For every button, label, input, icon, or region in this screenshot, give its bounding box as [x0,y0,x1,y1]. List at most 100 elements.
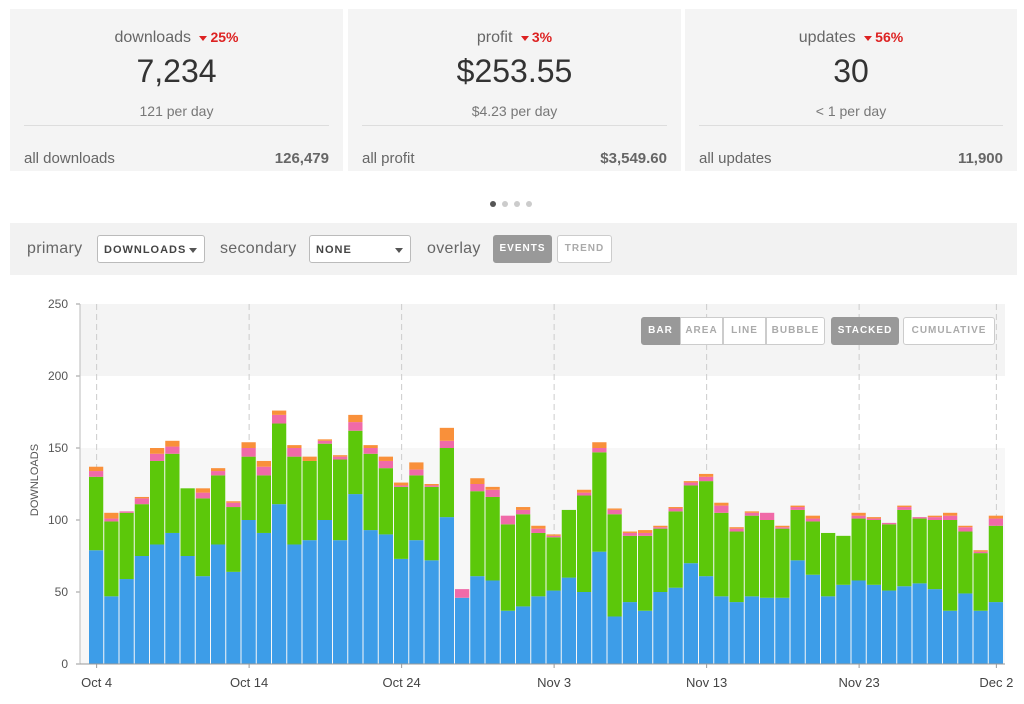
bar-segment[interactable] [744,515,759,597]
bar-segment[interactable] [882,522,897,525]
bar-segment[interactable] [988,602,1003,664]
bar-segment[interactable] [714,502,729,506]
bar-segment[interactable] [378,456,393,461]
bar-segment[interactable] [866,520,881,585]
bar-segment[interactable] [333,455,348,457]
pager-dot[interactable] [526,201,532,207]
bar-segment[interactable] [927,589,942,664]
bar-segment[interactable] [943,512,958,516]
bar-segment[interactable] [592,452,607,552]
bar-segment[interactable] [790,509,805,561]
bar-segment[interactable] [546,537,561,591]
bar-segment[interactable] [653,592,668,664]
bar-segment[interactable] [348,430,363,495]
bar-segment[interactable] [470,484,485,492]
pager-dot[interactable] [502,201,508,207]
bar-segment[interactable] [927,515,942,518]
bar-segment[interactable] [256,460,271,467]
bar-segment[interactable] [851,515,866,519]
bar-segment[interactable] [607,616,622,664]
bar-segment[interactable] [638,535,653,611]
bar-segment[interactable] [821,596,836,664]
bar-segment[interactable] [165,453,180,533]
bar-segment[interactable] [150,453,165,461]
bar-segment[interactable] [531,528,546,533]
bar-segment[interactable] [150,460,165,545]
bar-segment[interactable] [424,560,439,664]
bar-segment[interactable] [897,505,912,508]
bar-segment[interactable] [622,602,637,664]
bar-segment[interactable] [714,596,729,664]
bar-segment[interactable] [226,501,241,503]
bar-segment[interactable] [424,485,439,487]
bar-segment[interactable] [973,551,988,554]
bar-segment[interactable] [958,593,973,664]
bar-segment[interactable] [470,491,485,577]
bar-segment[interactable] [699,476,714,482]
bar-segment[interactable] [378,460,393,469]
bar-segment[interactable] [988,525,1003,603]
bar-segment[interactable] [577,495,592,592]
bar-segment[interactable] [805,518,820,522]
bar-segment[interactable] [668,507,683,509]
bar-segment[interactable] [256,475,271,533]
cumulative-toggle[interactable]: CUMULATIVE [903,317,995,345]
bar-segment[interactable] [653,527,668,529]
bar-segment[interactable] [287,456,302,545]
bar-segment[interactable] [760,520,775,598]
bar-segment[interactable] [988,518,1003,526]
bar-segment[interactable] [195,498,210,577]
bar-segment[interactable] [241,448,256,457]
bar-segment[interactable] [424,484,439,486]
pager-dot[interactable] [514,201,520,207]
bar-segment[interactable] [272,414,287,424]
bar-segment[interactable] [409,469,424,476]
bar-segment[interactable] [897,509,912,587]
bar-segment[interactable] [836,584,851,664]
bar-segment[interactable] [714,512,729,597]
bar-segment[interactable] [821,532,836,597]
bar-segment[interactable] [89,466,104,472]
bar-segment[interactable] [882,590,897,664]
area-chart-button[interactable]: AREA [680,317,723,345]
bar-segment[interactable] [577,592,592,664]
bar-segment[interactable] [516,514,531,607]
bar-segment[interactable] [256,466,271,476]
bar-segment[interactable] [500,610,515,664]
bar-segment[interactable] [485,486,500,490]
bar-segment[interactable] [699,481,714,577]
bar-segment[interactable] [241,456,256,520]
bar-segment[interactable] [333,459,348,541]
bar-segment[interactable] [363,453,378,531]
bar-segment[interactable] [516,606,531,664]
bar-segment[interactable] [683,482,698,486]
bar-segment[interactable] [577,492,592,496]
bar-segment[interactable] [363,448,378,454]
bar-segment[interactable] [241,442,256,448]
bar-segment[interactable] [348,414,363,423]
bar-segment[interactable] [790,560,805,664]
bar-segment[interactable] [592,448,607,453]
bar-segment[interactable] [729,531,744,603]
bar-segment[interactable] [211,471,226,476]
bar-segment[interactable] [317,439,332,441]
bar-segment[interactable] [912,518,927,584]
bar-segment[interactable] [89,476,104,551]
bar-segment[interactable] [973,610,988,664]
bar-segment[interactable] [973,550,988,552]
bar-segment[interactable] [851,518,866,581]
bar-segment[interactable] [134,496,149,499]
bar-segment[interactable] [348,494,363,664]
pager-dot[interactable] [490,201,496,207]
bar-segment[interactable] [211,468,226,472]
bar-segment[interactable] [531,525,546,529]
bar-segment[interactable] [866,517,881,519]
bar-segment[interactable] [119,579,134,664]
bar-segment[interactable] [409,462,424,470]
bar-segment[interactable] [287,445,302,448]
bar-segment[interactable] [851,580,866,664]
bar-segment[interactable] [927,517,942,520]
bar-segment[interactable] [226,502,241,508]
bar-segment[interactable] [485,580,500,664]
bar-segment[interactable] [302,456,317,461]
